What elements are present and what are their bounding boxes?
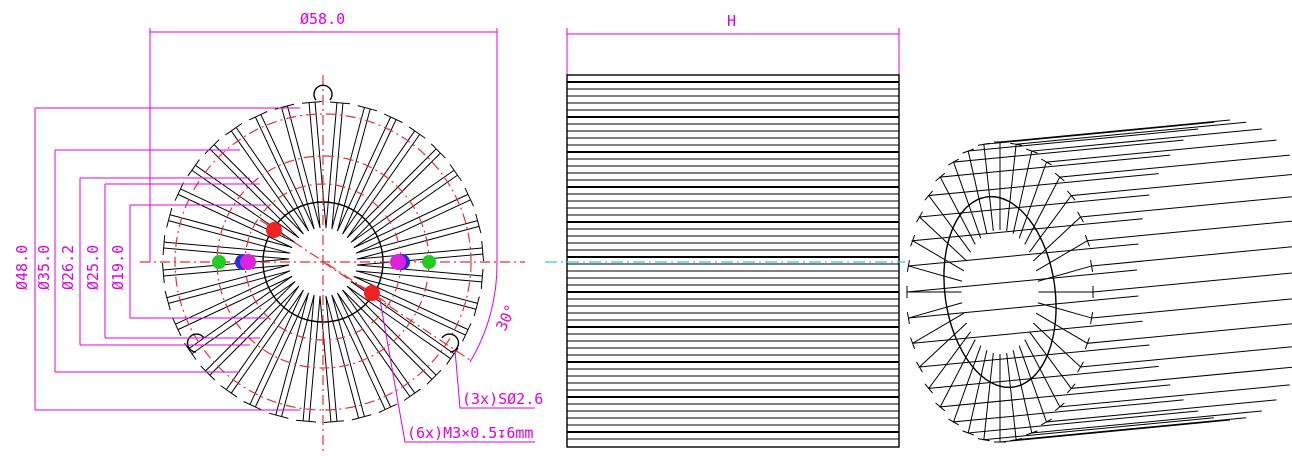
dim-d35: Ø35.0 <box>35 245 53 290</box>
iso-fin <box>1018 139 1277 239</box>
fin <box>161 251 291 284</box>
iso-fin <box>1029 331 1292 389</box>
iso-fin <box>1038 272 1292 293</box>
iso-fin <box>908 295 1139 319</box>
iso-fin-cap <box>910 337 916 350</box>
iso-fin-cap <box>948 158 959 166</box>
iso-fin-cap <box>935 172 946 182</box>
iso-fin <box>918 322 1150 368</box>
hole-marker-green <box>212 255 226 269</box>
iso-fin-cap <box>1025 430 1038 436</box>
iso-fin-cap <box>924 190 933 201</box>
iso-fin <box>1024 154 1290 245</box>
dim-d25: Ø25.0 <box>84 245 102 290</box>
side-body <box>566 74 900 448</box>
iso-fin-cap <box>1090 312 1094 325</box>
iso-fin-cap <box>977 142 990 146</box>
iso-fin-cap <box>1077 211 1084 223</box>
thread-marker <box>266 222 282 238</box>
dim-angle: 30° <box>492 302 520 334</box>
iso-fin-cap <box>962 148 975 154</box>
iso-fin-cap <box>1010 142 1023 146</box>
fin <box>318 101 351 230</box>
iso-fin-cap <box>906 312 910 325</box>
dim-d26: Ø26.2 <box>59 245 77 290</box>
fin <box>301 100 334 230</box>
iso-fin-cap <box>1054 172 1065 182</box>
iso-fin <box>952 345 1184 423</box>
iso-fin <box>1029 173 1292 253</box>
iso-fin <box>1018 345 1277 423</box>
iso-fin-cap <box>977 438 990 442</box>
slot-top <box>313 84 333 101</box>
iso-fin-cap <box>906 259 910 272</box>
iso-fin <box>939 339 1171 408</box>
iso-fin-cap <box>910 234 916 247</box>
iso-fin <box>967 128 1199 234</box>
iso-fin <box>912 312 1143 344</box>
iso-bore <box>943 195 1057 389</box>
hole-marker-magenta <box>390 254 406 270</box>
fin <box>162 234 291 267</box>
iso-fin <box>906 269 1138 293</box>
iso-fin-cap <box>1090 259 1094 272</box>
iso-fin <box>1032 196 1292 262</box>
iso-fin <box>1024 339 1290 408</box>
iso-fin <box>1035 220 1292 272</box>
iso-fin-cap <box>1067 383 1076 394</box>
fin <box>337 280 442 385</box>
hole-marker-magenta <box>240 254 256 270</box>
slot-left <box>186 333 205 353</box>
isometric-view <box>906 119 1292 443</box>
fin <box>295 294 328 423</box>
iso-fin-cap <box>1084 337 1090 350</box>
iso-fin-cap <box>924 383 933 394</box>
iso-fin-cap <box>1067 190 1076 201</box>
iso-fin <box>939 154 1171 245</box>
fin <box>355 257 484 290</box>
dim-d19: Ø19.0 <box>109 245 127 290</box>
iso-fin <box>908 243 1139 282</box>
fin <box>200 276 305 381</box>
dim-d58: Ø58.0 <box>300 10 345 28</box>
iso-fin-cap <box>1077 361 1084 373</box>
iso-fin-cap <box>1054 402 1065 412</box>
fin <box>312 294 345 424</box>
iso-fin <box>952 139 1184 239</box>
side-view: H <box>545 12 905 448</box>
callout-holes: (3x)SØ2.6 <box>462 390 543 408</box>
fin <box>341 143 446 248</box>
iso-fin-cap <box>948 418 959 426</box>
iso-fin-cap <box>1025 148 1038 154</box>
fin <box>355 240 485 273</box>
front-view: Ø58.0 Ø48.0 Ø35.0 Ø26.2 Ø25.0 Ø19.0 30° … <box>13 10 543 455</box>
iso-fin-cap <box>962 430 975 436</box>
iso-fin <box>1032 322 1292 368</box>
iso-fin-cap <box>1041 158 1052 166</box>
hole-marker-green <box>422 255 436 269</box>
angle-line <box>322 261 471 361</box>
dim-height: H <box>727 12 736 30</box>
iso-fin <box>927 331 1159 390</box>
callout-threads: (6x)M3×0.5↧6mm <box>407 424 533 442</box>
dim-d48: Ø48.0 <box>13 245 31 290</box>
iso-fin-cap <box>916 211 923 223</box>
iso-fin-cap <box>935 402 946 412</box>
iso-fin-cap <box>916 361 923 373</box>
iso-fin-cap <box>1084 234 1090 247</box>
slot-right <box>441 333 460 353</box>
thread-marker <box>364 285 380 301</box>
iso-fin-cap <box>1041 418 1052 426</box>
iso-fin <box>1037 298 1292 319</box>
